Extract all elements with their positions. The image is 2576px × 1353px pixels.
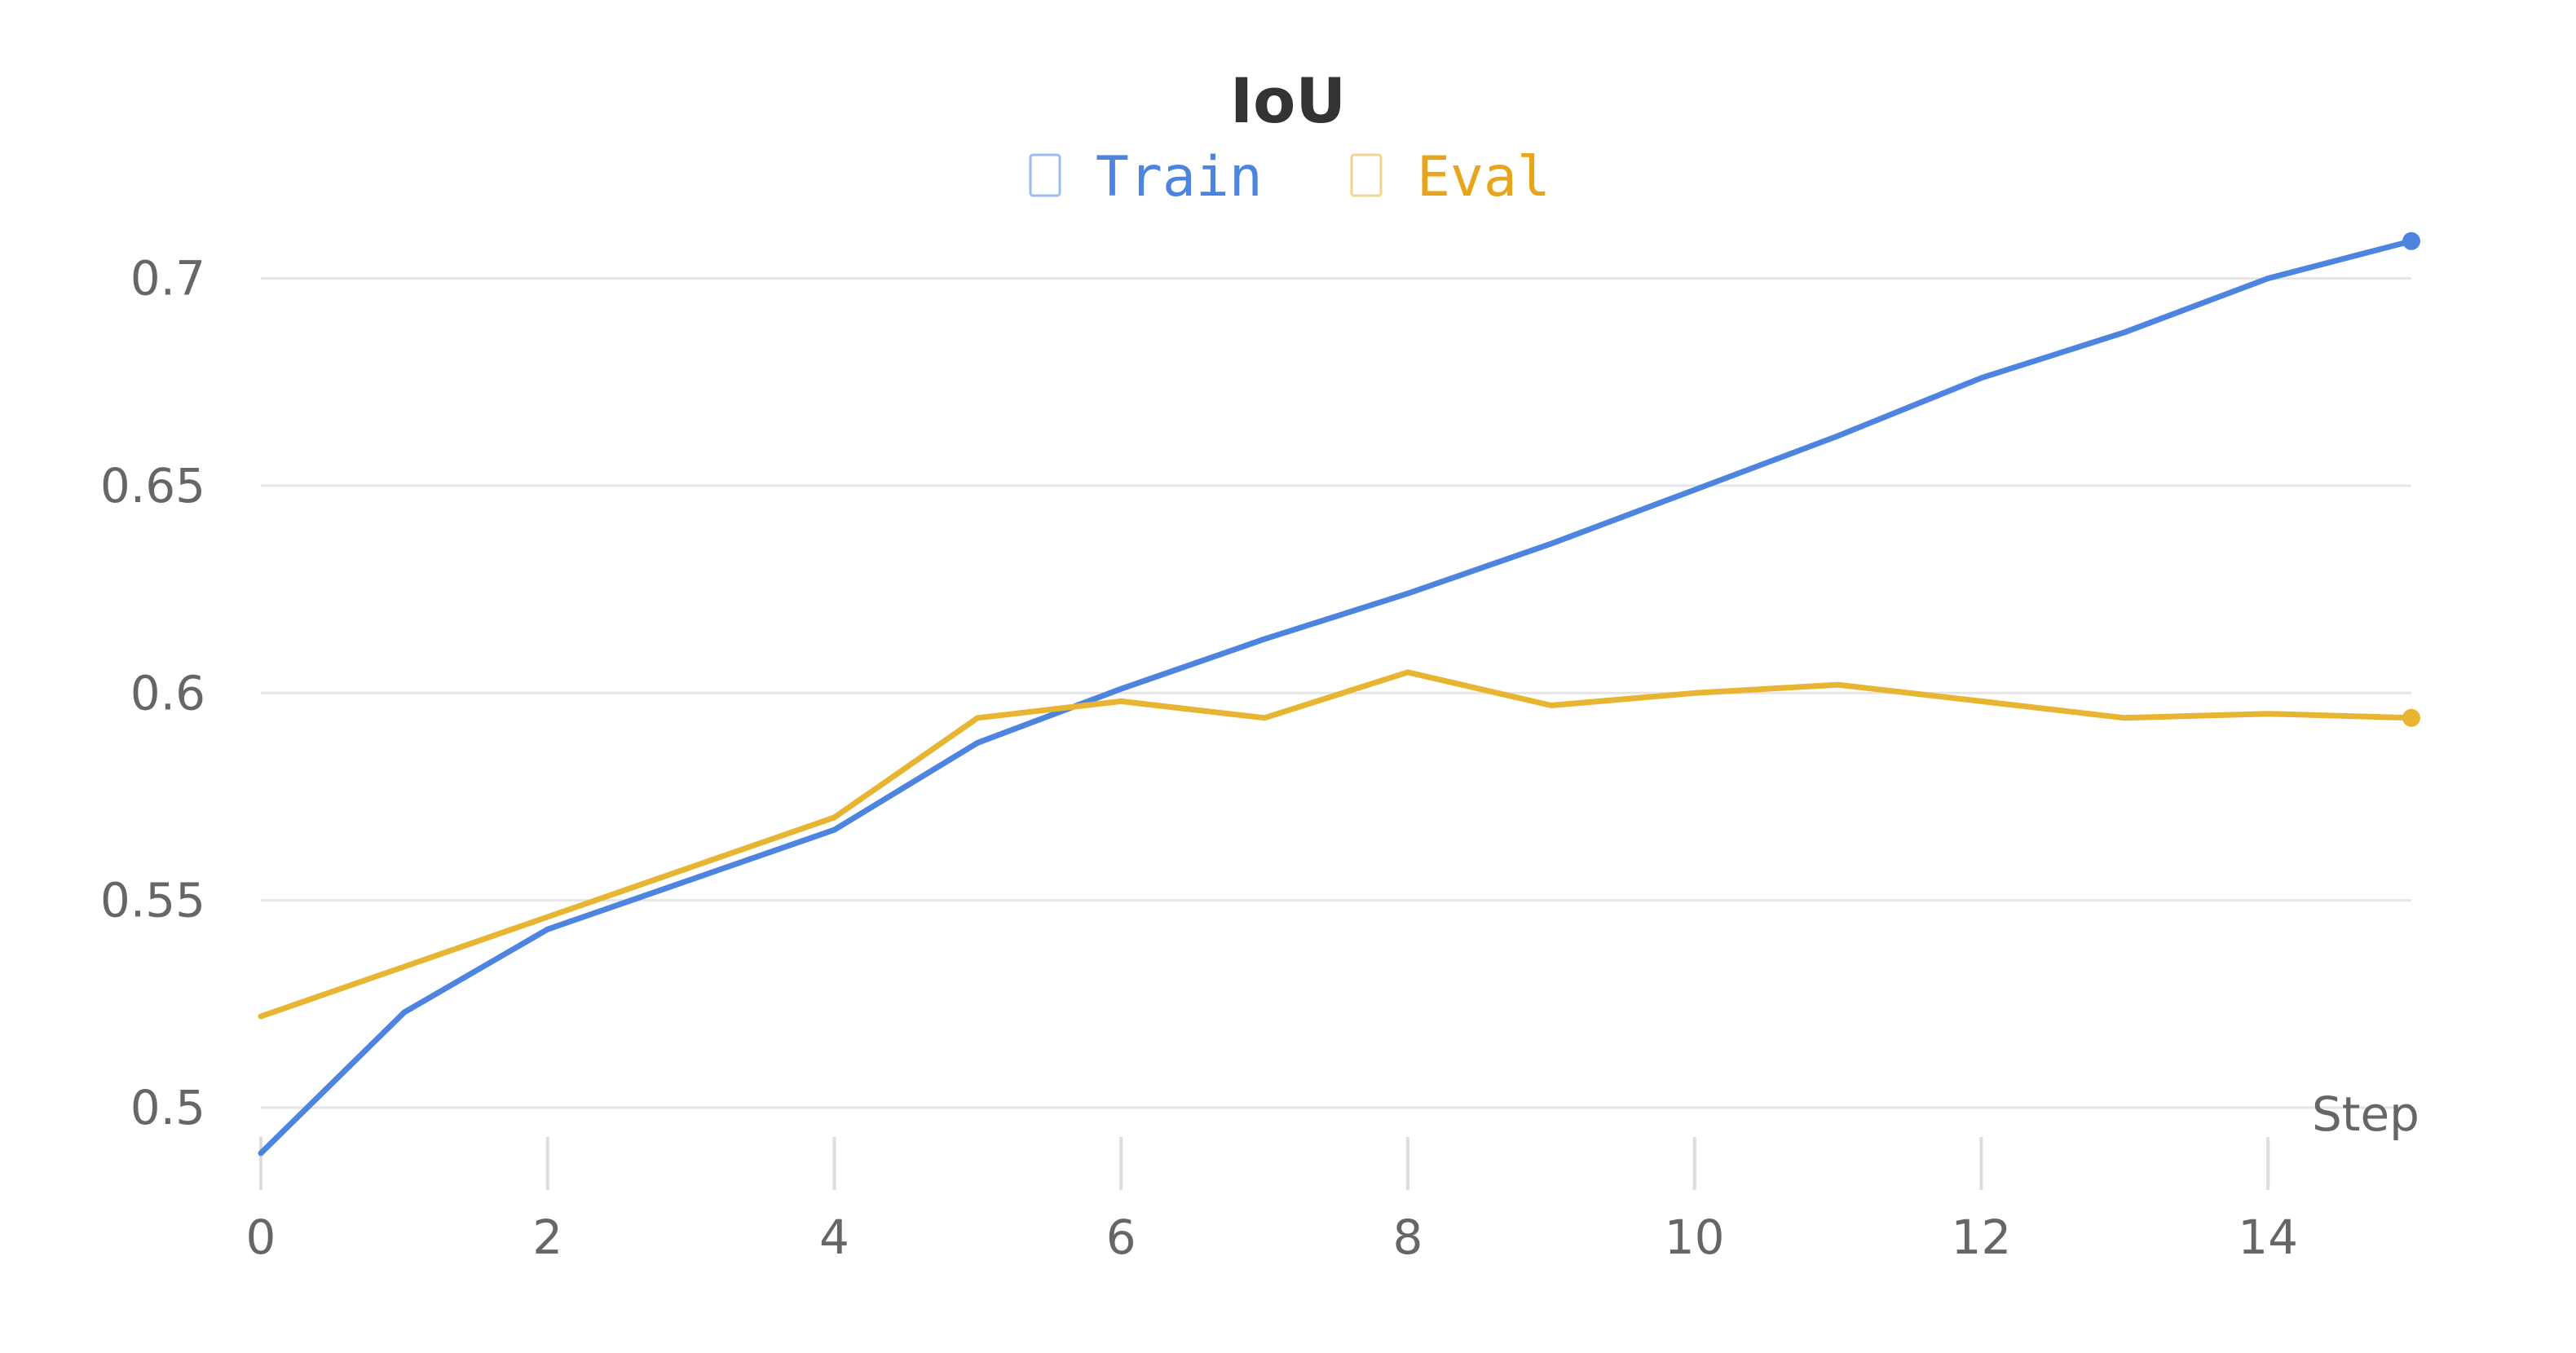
x-tick-label: 0 [246,1210,276,1265]
x-tick-label: 8 [1392,1210,1423,1265]
legend-label: Train [1096,145,1263,209]
chart-title: IoU [1230,64,1346,137]
x-tick-label: 12 [1951,1210,2011,1265]
legend-swatch-icon [1350,153,1383,197]
series-line-train[interactable] [258,238,2415,1157]
legend[interactable]: Train Eval [1029,145,1550,209]
x-axis: 0 2 4 6 8 10 12 14 [246,1137,2298,1265]
y-tick-label: 0.6 [130,665,205,721]
y-tick-label: 0.55 [100,873,205,928]
y-axis: 0.5 0.55 0.6 0.65 0.7 [100,251,205,1135]
legend-item-train[interactable]: Train [1029,145,1263,209]
y-tick-label: 0.5 [130,1080,205,1135]
x-tick-label: 4 [819,1210,849,1265]
x-tick-label: 6 [1106,1210,1136,1265]
y-tick-label: 0.7 [130,251,205,306]
legend-swatch-icon [1029,153,1061,197]
x-tick-label: 10 [1665,1210,1725,1265]
series-endpoint-train[interactable] [2402,231,2420,250]
x-tick-label: 2 [532,1210,562,1265]
legend-item-eval[interactable]: Eval [1350,145,1550,209]
x-axis-title: Step [2312,1086,2419,1142]
legend-label: Eval [1417,145,1550,209]
x-tick-label: 14 [2238,1210,2298,1265]
y-tick-label: 0.65 [100,458,205,513]
series-lines [258,231,2420,1157]
series-line-eval[interactable] [258,669,2415,1020]
series-endpoint-eval[interactable] [2402,708,2420,727]
